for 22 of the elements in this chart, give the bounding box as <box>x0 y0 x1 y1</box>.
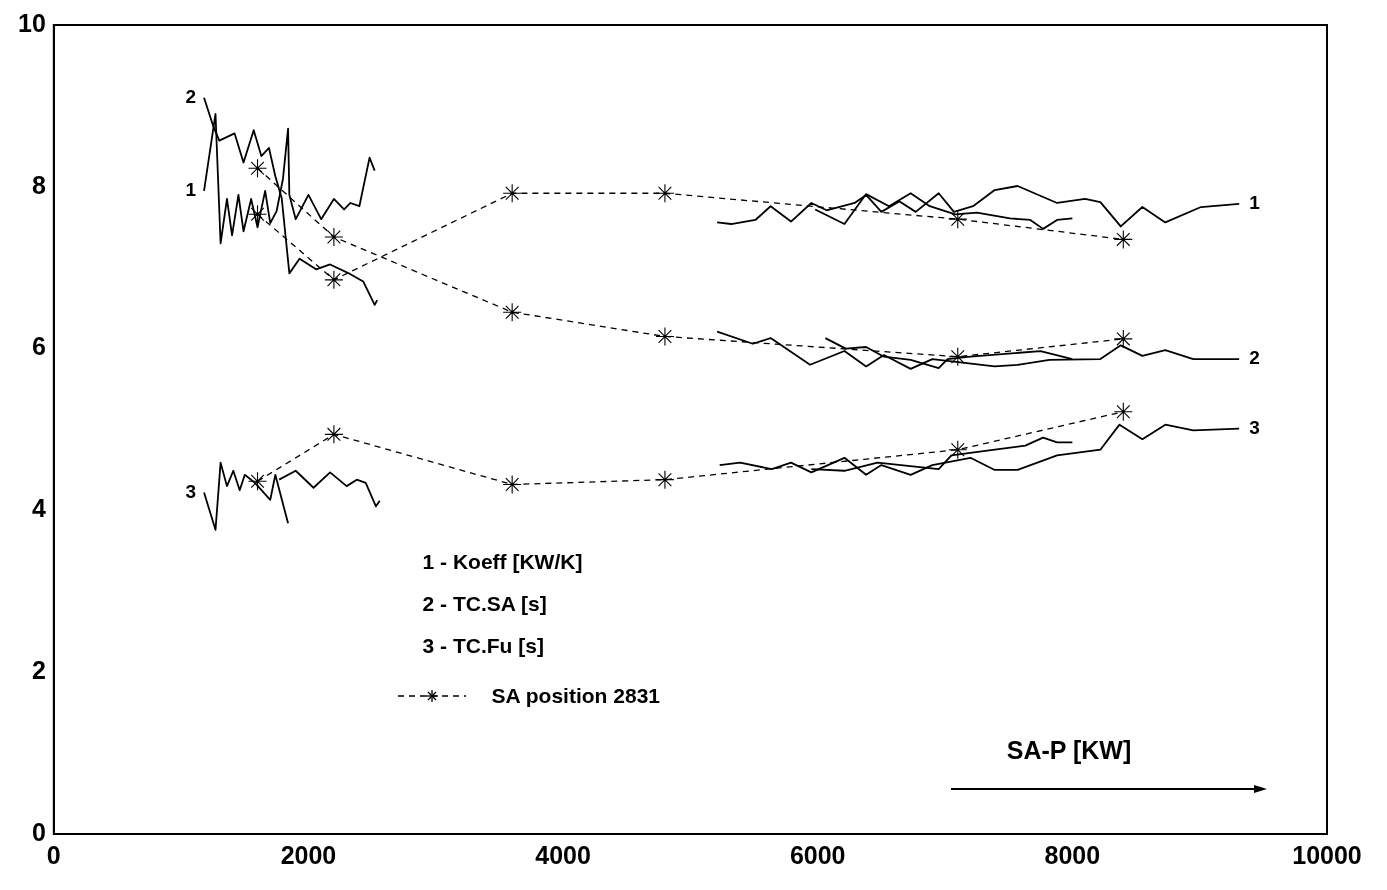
x-tick-label: 8000 <box>1044 840 1101 869</box>
series-label: 1 <box>1249 192 1261 214</box>
y-tick-label: 8 <box>31 170 46 199</box>
annotation: 2 - TC.SA [s] <box>422 591 547 615</box>
annotation: 1 - Koeff [KW/K] <box>422 549 583 573</box>
x-tick-label: 6000 <box>789 840 846 869</box>
legend-label: SA position 2831 <box>491 683 660 709</box>
y-tick-label: 2 <box>31 656 46 685</box>
y-tick-label: 4 <box>31 494 46 523</box>
x-tick-label: 10000 <box>1292 840 1362 869</box>
y-tick-label: 0 <box>31 817 46 846</box>
x-axis-title: SA-P [KW] <box>1006 735 1132 764</box>
x-tick-label: 4000 <box>535 840 591 869</box>
annotation: 3 - TC.Fu [s] <box>422 633 544 657</box>
series-label: 1 <box>185 179 197 201</box>
y-tick-label: 10 <box>18 8 46 37</box>
series-label: 3 <box>185 480 197 502</box>
series-label: 2 <box>1249 347 1260 369</box>
series-label: 3 <box>1249 416 1260 438</box>
y-tick-label: 6 <box>31 332 46 361</box>
x-tick-label: 2000 <box>280 840 337 869</box>
series-label: 2 <box>185 86 197 108</box>
